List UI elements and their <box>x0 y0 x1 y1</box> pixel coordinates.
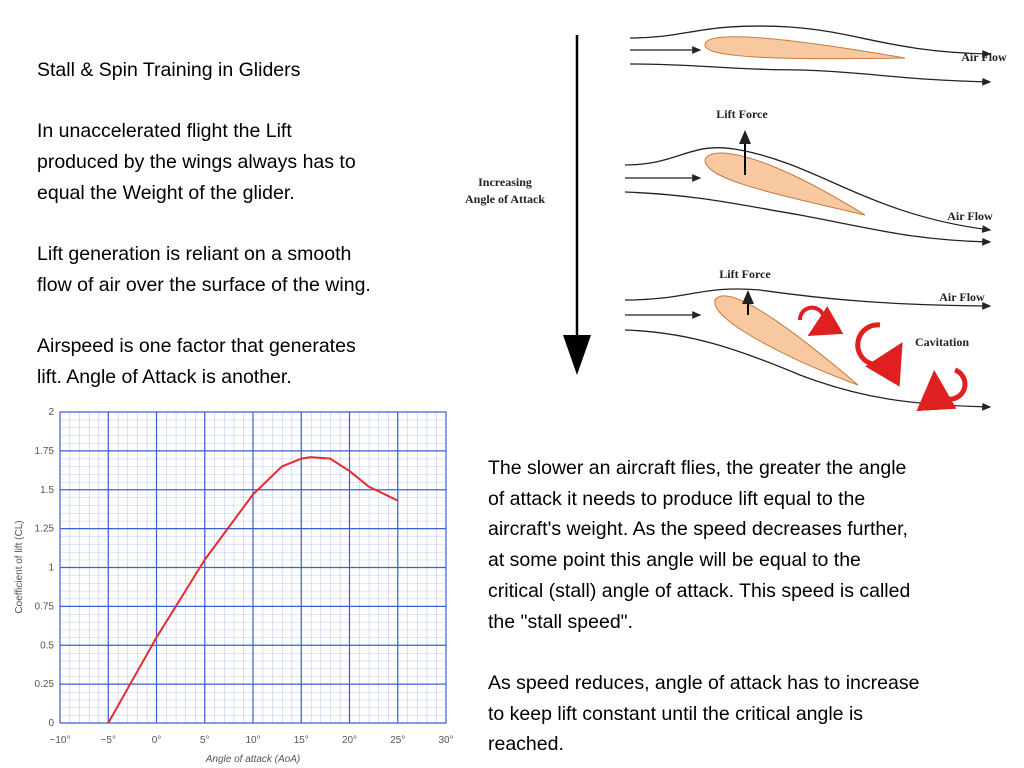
diagram-label: Air Flow <box>961 50 1007 64</box>
text-line: Lift generation is reliant on a smooth <box>37 243 352 266</box>
diagram-label: Lift Force <box>716 107 768 121</box>
paragraph: Lift generation is reliant on a smooth fl… <box>37 239 371 300</box>
aoa-diagram: Increasing Angle of Attack Air Flow Lift… <box>465 25 1007 412</box>
diagram-label: Angle of Attack <box>465 192 545 206</box>
paragraph: In unaccelerated flight the Lift produced… <box>37 116 371 208</box>
text-line: reached. <box>488 733 564 756</box>
text-line: at some point this angle will be equal t… <box>488 549 861 572</box>
x-tick-label: −10° <box>50 735 71 746</box>
text-line: equal the Weight of the glider. <box>37 181 295 204</box>
diagram-label: Air Flow <box>939 290 985 304</box>
text-line: As speed reduces, angle of attack has to… <box>488 671 920 694</box>
text-line: the "stall speed". <box>488 610 634 633</box>
diagram-label: Cavitation <box>915 335 969 349</box>
left-text: Stall & Spin Training in Gliders In unac… <box>37 55 371 393</box>
text-line: flow of air over the surface of the wing… <box>37 273 371 296</box>
diagram-label: Lift Force <box>719 267 771 281</box>
x-tick-label: 5° <box>200 735 210 746</box>
x-tick-label: 25° <box>390 735 405 746</box>
x-axis-label: Angle of attack (AoA) <box>205 754 301 765</box>
y-tick-label: 0.75 <box>35 601 55 612</box>
text-line: In unaccelerated flight the Lift <box>37 120 292 143</box>
right-text: The slower an aircraft flies, the greate… <box>488 453 919 760</box>
y-tick-label: 1.5 <box>40 485 54 496</box>
y-tick-label: 0.25 <box>35 679 55 690</box>
paragraph: As speed reduces, angle of attack has to… <box>488 668 919 760</box>
x-tick-label: −5° <box>101 735 116 746</box>
x-tick-label: 15° <box>294 735 309 746</box>
text-line: Airspeed is one factor that generates <box>37 335 356 358</box>
x-tick-label: 30° <box>438 735 453 746</box>
x-tick-label: 20° <box>342 735 357 746</box>
paragraph: Airspeed is one factor that generates lif… <box>37 331 371 392</box>
chart: Angle of attack (AoA) Coefficient of lif… <box>14 407 454 765</box>
x-tick-label: 0° <box>152 735 162 746</box>
text-line: of attack it needs to produce lift equal… <box>488 487 866 510</box>
text-line: critical (stall) angle of attack. This s… <box>488 579 911 602</box>
y-tick-label: 1.75 <box>35 446 55 457</box>
text-line: produced by the wings always has to <box>37 151 356 174</box>
data-line <box>107 456 399 724</box>
y-tick-label: 1 <box>48 563 54 574</box>
y-tick-label: 0.5 <box>40 640 54 651</box>
y-axis-label: Coefficient of lift (CL) <box>14 520 25 613</box>
text-line: The slower an aircraft flies, the greate… <box>488 457 907 479</box>
text-line: aircraft's weight. As the speed decrease… <box>488 518 908 541</box>
y-tick-label: 1.25 <box>35 524 55 535</box>
text-line: to keep lift constant until the critical… <box>488 702 864 725</box>
diagram-label: Increasing <box>478 175 532 189</box>
text-line: lift. Angle of Attack is another. <box>37 365 292 388</box>
paragraph: The slower an aircraft flies, the greate… <box>488 453 919 637</box>
x-tick-label: 10° <box>245 735 260 746</box>
slide-title: Stall & Spin Training in Gliders <box>37 59 301 81</box>
diagram-label: Air Flow <box>947 209 993 223</box>
y-tick-label: 2 <box>48 407 54 418</box>
y-tick-label: 0 <box>48 718 54 729</box>
